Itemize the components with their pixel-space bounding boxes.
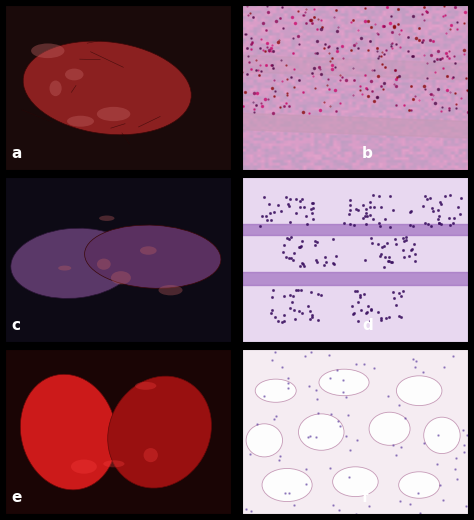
Ellipse shape [262, 469, 312, 502]
Text: b: b [362, 146, 373, 161]
Ellipse shape [319, 369, 369, 396]
Ellipse shape [20, 374, 117, 490]
Ellipse shape [246, 424, 283, 457]
Ellipse shape [97, 107, 130, 121]
Ellipse shape [49, 81, 62, 96]
Ellipse shape [140, 246, 156, 255]
Ellipse shape [103, 460, 125, 467]
Ellipse shape [424, 417, 460, 453]
Ellipse shape [399, 472, 440, 498]
Ellipse shape [108, 376, 211, 488]
Ellipse shape [97, 258, 111, 270]
Text: c: c [11, 318, 20, 333]
Ellipse shape [67, 116, 94, 127]
Ellipse shape [333, 467, 378, 497]
Ellipse shape [299, 414, 344, 450]
Ellipse shape [111, 271, 131, 284]
Ellipse shape [158, 285, 182, 295]
Ellipse shape [23, 41, 191, 135]
Ellipse shape [71, 460, 97, 474]
Ellipse shape [65, 69, 83, 81]
Ellipse shape [396, 376, 442, 406]
Ellipse shape [99, 215, 115, 221]
Ellipse shape [58, 266, 71, 270]
Ellipse shape [135, 382, 156, 390]
Text: f: f [362, 490, 369, 505]
Ellipse shape [369, 412, 410, 445]
Ellipse shape [31, 44, 64, 58]
Ellipse shape [144, 448, 158, 462]
Ellipse shape [84, 225, 221, 288]
Text: e: e [11, 490, 22, 505]
Ellipse shape [255, 379, 296, 402]
Text: d: d [362, 318, 373, 333]
Ellipse shape [11, 228, 135, 298]
Text: a: a [11, 146, 22, 161]
